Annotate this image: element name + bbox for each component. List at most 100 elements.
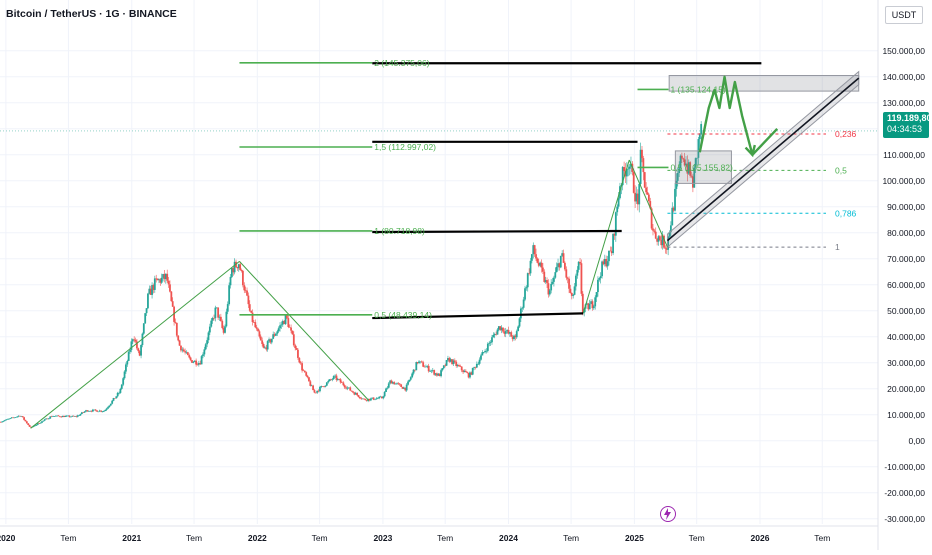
symbol-title[interactable]: Bitcoin / TetherUS · 1G · BINANCE xyxy=(6,8,177,20)
candle-body xyxy=(258,331,261,337)
candle-body xyxy=(122,378,125,385)
candle-body xyxy=(13,417,16,419)
candle-body xyxy=(100,410,103,412)
y-tick-label: 140.000,00 xyxy=(882,72,925,82)
candle-body xyxy=(162,274,164,278)
candle-body xyxy=(592,306,595,309)
candle-body xyxy=(125,364,127,372)
candle-body xyxy=(575,275,577,287)
candle-body xyxy=(36,423,39,425)
candle-body xyxy=(697,139,700,158)
x-tick-label: Tem xyxy=(814,533,830,543)
candle-body xyxy=(458,365,460,367)
candle-body xyxy=(72,415,75,417)
candle-body xyxy=(233,261,236,273)
candle-body xyxy=(537,262,540,266)
candle-body xyxy=(692,176,694,188)
candle-body xyxy=(199,363,202,365)
candle-body xyxy=(270,338,273,343)
candle-body xyxy=(555,266,558,273)
candle-body xyxy=(569,288,572,293)
candles xyxy=(0,121,703,428)
candle-body xyxy=(422,362,425,367)
candle-body xyxy=(241,270,244,286)
candle-body xyxy=(669,225,672,233)
candle-body xyxy=(346,387,349,389)
candle-body xyxy=(616,206,619,213)
candle-body xyxy=(686,163,689,174)
candle-body xyxy=(372,397,375,400)
x-tick-label: 2025 xyxy=(625,533,644,543)
candle-body xyxy=(90,411,93,412)
candle-body xyxy=(167,280,170,285)
candle-body xyxy=(550,283,553,291)
candle-body xyxy=(484,350,487,353)
fib-extension-label: 0,5 (48.439,14) xyxy=(374,310,432,320)
candle-body xyxy=(197,363,200,365)
candle-body xyxy=(387,383,390,388)
candle-body xyxy=(360,398,363,399)
candle-body xyxy=(510,332,513,337)
candle-body xyxy=(513,335,515,340)
candle-body xyxy=(147,293,149,309)
candle-body xyxy=(436,373,438,376)
candle-body xyxy=(265,347,268,350)
candle-body xyxy=(243,285,246,291)
candle-body xyxy=(386,387,389,389)
candle-body xyxy=(203,349,206,355)
candle-body xyxy=(280,324,283,326)
last-price: 119.189,80 xyxy=(887,113,932,123)
candle-body xyxy=(206,340,209,345)
candle-body xyxy=(645,187,648,193)
candle-body xyxy=(638,184,641,205)
candle-body xyxy=(281,321,284,325)
candle-body xyxy=(646,192,649,195)
candle-body xyxy=(356,392,359,396)
candle-body xyxy=(448,358,451,362)
candle-body xyxy=(617,198,620,207)
candle-body xyxy=(533,245,536,255)
lightning-icon[interactable] xyxy=(660,506,676,522)
candle-body xyxy=(3,420,6,422)
candle-body xyxy=(680,155,683,159)
candle-body xyxy=(71,415,74,417)
y-tick-label: 100.000,00 xyxy=(882,176,925,186)
candle-body xyxy=(606,261,609,267)
currency-selector[interactable]: USDT xyxy=(885,6,923,24)
x-tick-label: 2022 xyxy=(248,533,267,543)
candle-body xyxy=(404,387,407,391)
candle-body xyxy=(327,381,330,383)
candle-body xyxy=(342,382,345,386)
candle-body xyxy=(94,409,97,411)
candle-body xyxy=(530,254,533,261)
candle-body xyxy=(532,245,535,255)
candle-body xyxy=(228,285,231,305)
candle-body xyxy=(568,278,570,289)
candle-body xyxy=(78,415,81,416)
candle-body xyxy=(357,395,360,398)
candle-body xyxy=(599,276,602,279)
candle-body xyxy=(177,335,180,341)
candle-body xyxy=(186,352,189,356)
candle-body xyxy=(314,392,317,394)
candle-body xyxy=(379,396,382,398)
candle-body xyxy=(700,124,703,135)
x-tick-label: Tem xyxy=(689,533,705,543)
candle-body xyxy=(159,279,162,283)
candle-body xyxy=(164,273,167,280)
projection-path xyxy=(698,75,779,157)
candle-body xyxy=(529,260,532,274)
candle-body xyxy=(420,361,423,363)
candle-body xyxy=(43,419,46,421)
y-tick-label: 130.000,00 xyxy=(882,98,925,108)
fib-retracement-label: 1 xyxy=(835,242,840,252)
candle-body xyxy=(250,310,253,313)
candle-body xyxy=(683,159,686,166)
y-tick-label: 90.000,00 xyxy=(887,202,925,212)
candle-body xyxy=(0,422,2,423)
candle-body xyxy=(182,349,185,352)
candle-body xyxy=(535,254,537,259)
candle-body xyxy=(546,280,548,284)
